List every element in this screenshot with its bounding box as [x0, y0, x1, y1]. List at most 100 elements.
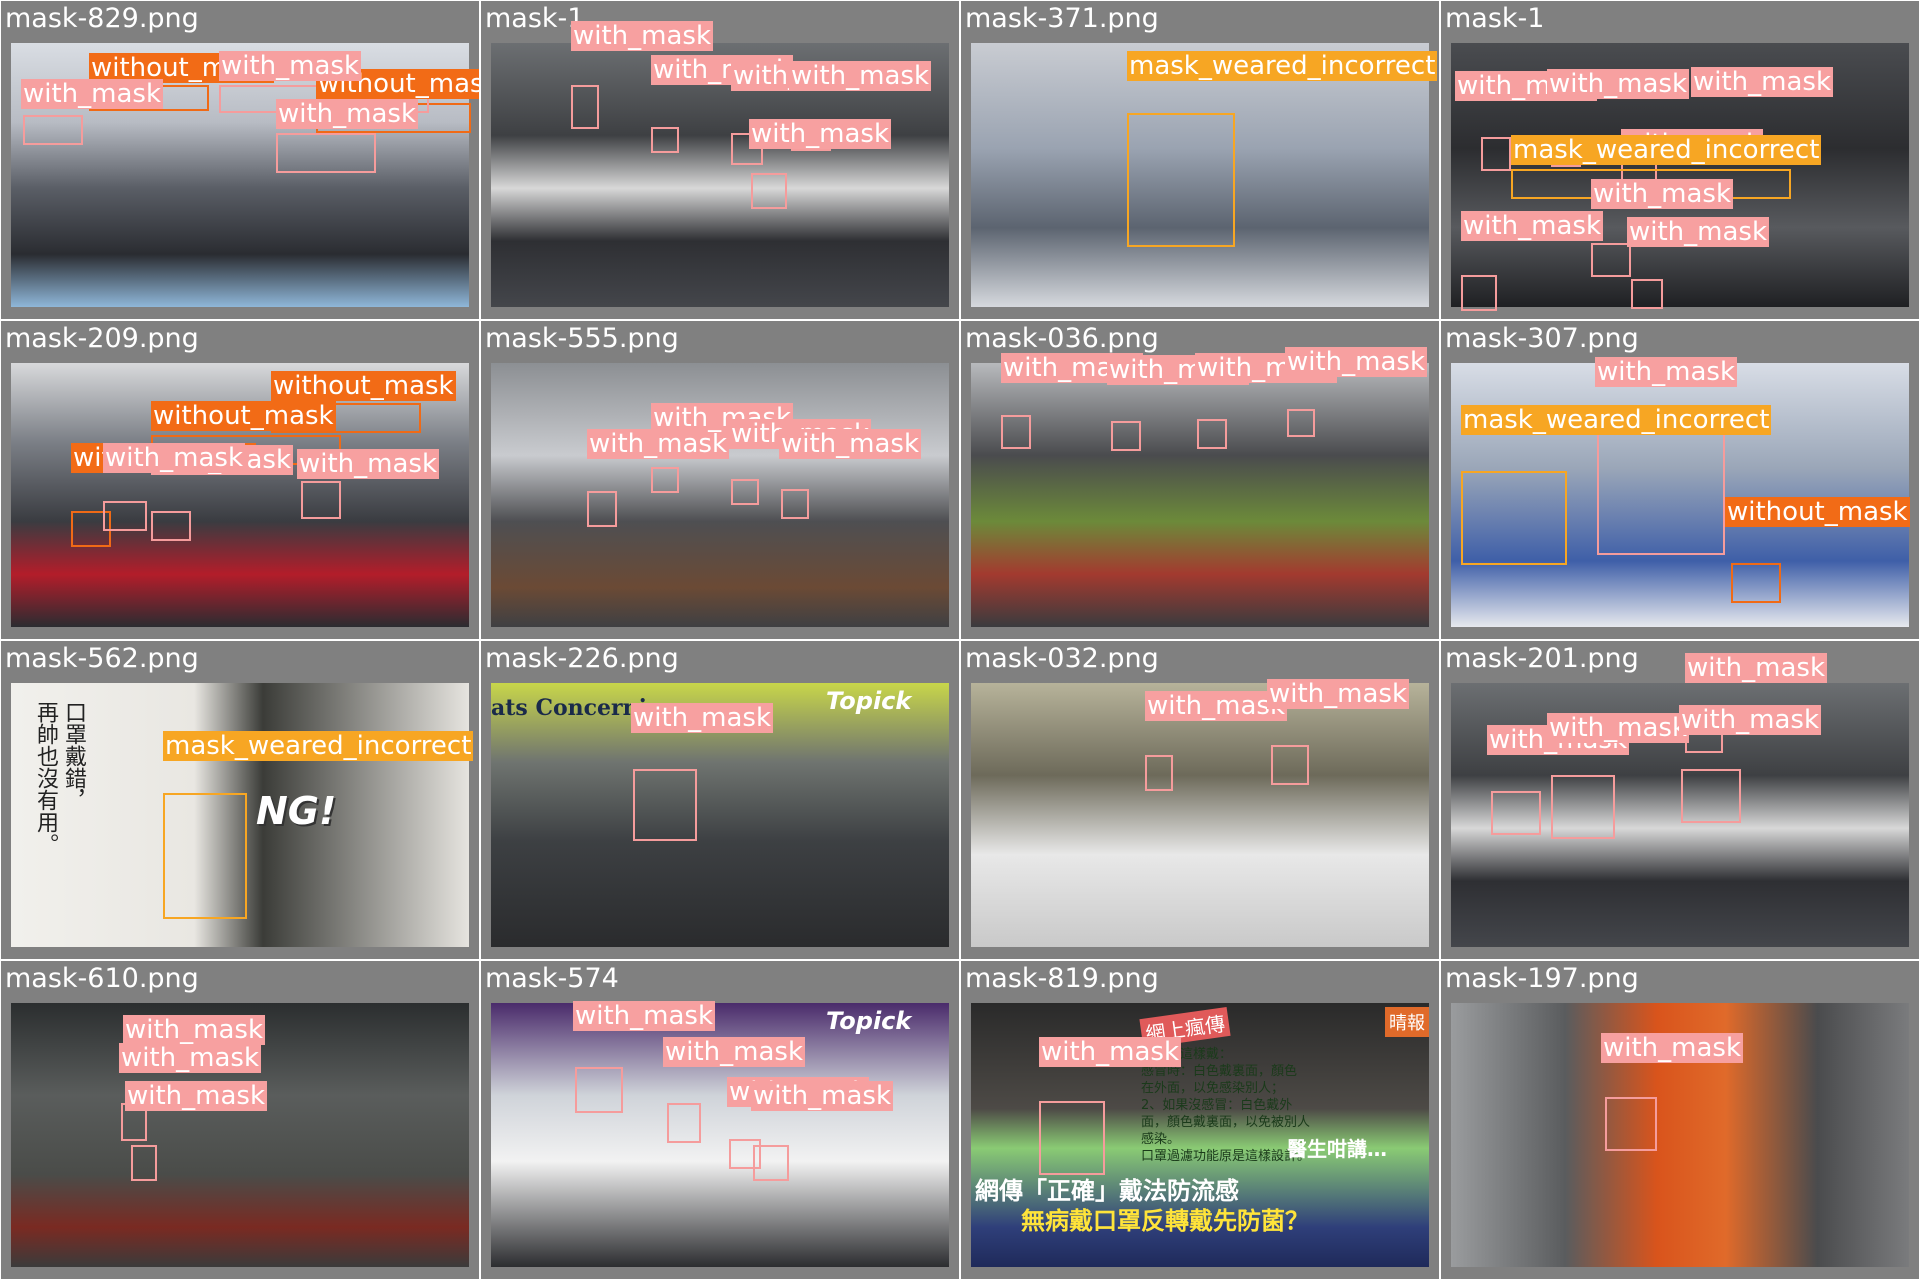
detection-box-with-mask: [1039, 1101, 1105, 1175]
tile-filename: mask-307.png: [1445, 323, 1639, 354]
ad-vertical-text: 再帥也沒有用。: [33, 701, 58, 855]
detection-label: with_mask: [1591, 179, 1734, 209]
detection-box-with-mask: [731, 479, 759, 505]
detection-label: mask_weared_incorrect: [1127, 51, 1438, 81]
detection-label: with_mask: [276, 99, 419, 129]
detection-label: with_mask: [21, 79, 164, 109]
detection-label: with_mask: [573, 1001, 716, 1031]
detection-label: with_mask: [1685, 653, 1828, 683]
detection-label: with_mask: [749, 119, 892, 149]
tile: mask-307.png mask_weared_incorrect with_ma…: [1441, 321, 1919, 639]
detection-label: with_mask: [751, 1081, 894, 1111]
detection-box-with-mask: [1481, 137, 1511, 171]
detection-box-with-mask: [1111, 421, 1141, 451]
detection-label: with_mask: [1267, 679, 1410, 709]
detection-box-with-mask: [633, 769, 697, 841]
detection-box-with-mask: [1271, 745, 1309, 785]
ad-vertical-text: 口罩戴錯，: [61, 701, 86, 811]
graphic-line: 2、如果沒感冒：白色戴外: [1141, 1098, 1293, 1113]
detection-box-with-mask: [1197, 419, 1227, 449]
detection-label: with_mask: [1547, 69, 1690, 99]
detection-label: with_mask: [1601, 1033, 1744, 1063]
tile-filename: mask-371.png: [965, 3, 1159, 34]
detection-box-with-mask: [1145, 755, 1173, 791]
detection-label: mask_weared_incorrect: [1511, 135, 1822, 165]
detection-box-with-mask: [751, 173, 787, 209]
detection-box-with-mask: [1631, 279, 1663, 309]
detection-label: with_mask: [1285, 347, 1428, 377]
detection-label: with_mask: [663, 1037, 806, 1067]
detection-label: with_mask: [1595, 357, 1738, 387]
tile-filename: mask-1: [485, 3, 585, 34]
corner-badge: 晴報: [1385, 1007, 1429, 1037]
tile: mask-226.png with_mask ats Concerning Topic…: [481, 641, 959, 959]
detection-label: with_mask: [1461, 211, 1604, 241]
graphic-line: 感染。: [1141, 1132, 1181, 1147]
detection-box-with-mask: [276, 133, 376, 173]
detection-box-with-mask: [23, 115, 83, 145]
photo-store-with-mask-boxes: [971, 683, 1429, 947]
detection-label: with_mask: [1627, 217, 1770, 247]
detection-label: with_mask: [125, 1081, 268, 1111]
tile: mask-562.png mask_weared_incorrect 口罩戴錯， 再帥…: [1, 641, 479, 959]
detection-box-with-mask: [651, 127, 679, 153]
detection-box-with-mask: [1597, 427, 1725, 555]
tile: mask-209.png without_mask with_mask without…: [1, 321, 479, 639]
topick-logo: Topick: [826, 1007, 912, 1035]
detection-box-with-mask: [1001, 415, 1031, 449]
detection-label: with_mask: [1547, 713, 1690, 743]
detection-box-with-mask: [301, 481, 341, 519]
detection-label: with_mask: [1679, 705, 1822, 735]
detection-box-with-mask: [651, 467, 679, 493]
tile-filename: mask-562.png: [5, 643, 199, 674]
graphic-line: 面，顏色戴裏面，以免被別人: [1141, 1115, 1311, 1130]
news-headline: 無病戴口罩反轉戴先防菌？: [1021, 1207, 1309, 1235]
detection-label: with_mask: [219, 51, 362, 81]
tile-filename: mask-209.png: [5, 323, 199, 354]
detection-label: with_mask: [1691, 67, 1834, 97]
detection-box-with-mask: [1287, 409, 1315, 437]
detection-label: with_mask: [103, 443, 246, 473]
detection-box-with-mask: [1681, 769, 1741, 823]
graphic-line: 在外面，以免感染別人；: [1141, 1081, 1285, 1096]
detection-box-with-mask: [131, 1145, 157, 1181]
detection-label: with_mask: [651, 403, 794, 433]
detection-box-with-mask: [1461, 275, 1497, 311]
tile-filename: mask-201.png: [1445, 643, 1639, 674]
detection-box-with-mask: [753, 1145, 789, 1181]
detection-label: mask_weared_incorrect: [163, 731, 474, 761]
detection-box-with-mask: [1591, 243, 1631, 277]
tile: mask-036.png with_mask with_mask with_mask w…: [961, 321, 1439, 639]
tile-filename: mask-226.png: [485, 643, 679, 674]
detection-box-with-mask: [1491, 791, 1541, 835]
detection-box-with-mask: [103, 501, 147, 531]
detection-label: mask_weared_incorrect: [1461, 405, 1772, 435]
detection-label: with_mask: [571, 21, 714, 51]
detection-label: without_mask: [271, 371, 456, 401]
detection-label: with_mask: [789, 61, 932, 91]
doctor-caption: 醫生咁講…: [1287, 1137, 1387, 1161]
tile-filename: mask-032.png: [965, 643, 1159, 674]
tile: mask-829.png without_mask with_mask with_ma…: [1, 1, 479, 319]
tile: mask-610.png with_mask with_mask with_mask: [1, 961, 479, 1279]
graphic-line: 口罩過濾功能原是這樣設計。: [1141, 1149, 1311, 1164]
detection-box-without-mask: [1731, 563, 1781, 603]
tile-filename: mask-829.png: [5, 3, 199, 34]
detection-label: with_mask: [119, 1043, 262, 1073]
detection-box-mask-weared-incorrect: [1127, 113, 1235, 247]
detection-box-with-mask: [1551, 775, 1615, 839]
detection-label: with_mask: [779, 429, 922, 459]
detection-box-with-mask: [571, 85, 599, 129]
tile: mask-1 with_mask with_mask with_mask with_ma…: [481, 1, 959, 319]
tile: mask-819.png with_mask 晴報 網上瘋傳 口罩要這樣戴： 感冒時：白色…: [961, 961, 1439, 1279]
detection-box-with-mask: [151, 511, 191, 541]
tile-filename: mask-819.png: [965, 963, 1159, 994]
tile-filename: mask-555.png: [485, 323, 679, 354]
detection-box-with-mask: [587, 491, 617, 527]
detection-label: with_mask: [123, 1015, 266, 1045]
photo-pharmacy-man-adjusting-mask: [971, 43, 1429, 307]
detection-box-with-mask: [667, 1103, 701, 1143]
detection-box-with-mask: [1605, 1097, 1657, 1151]
tile-filename: mask-197.png: [1445, 963, 1639, 994]
